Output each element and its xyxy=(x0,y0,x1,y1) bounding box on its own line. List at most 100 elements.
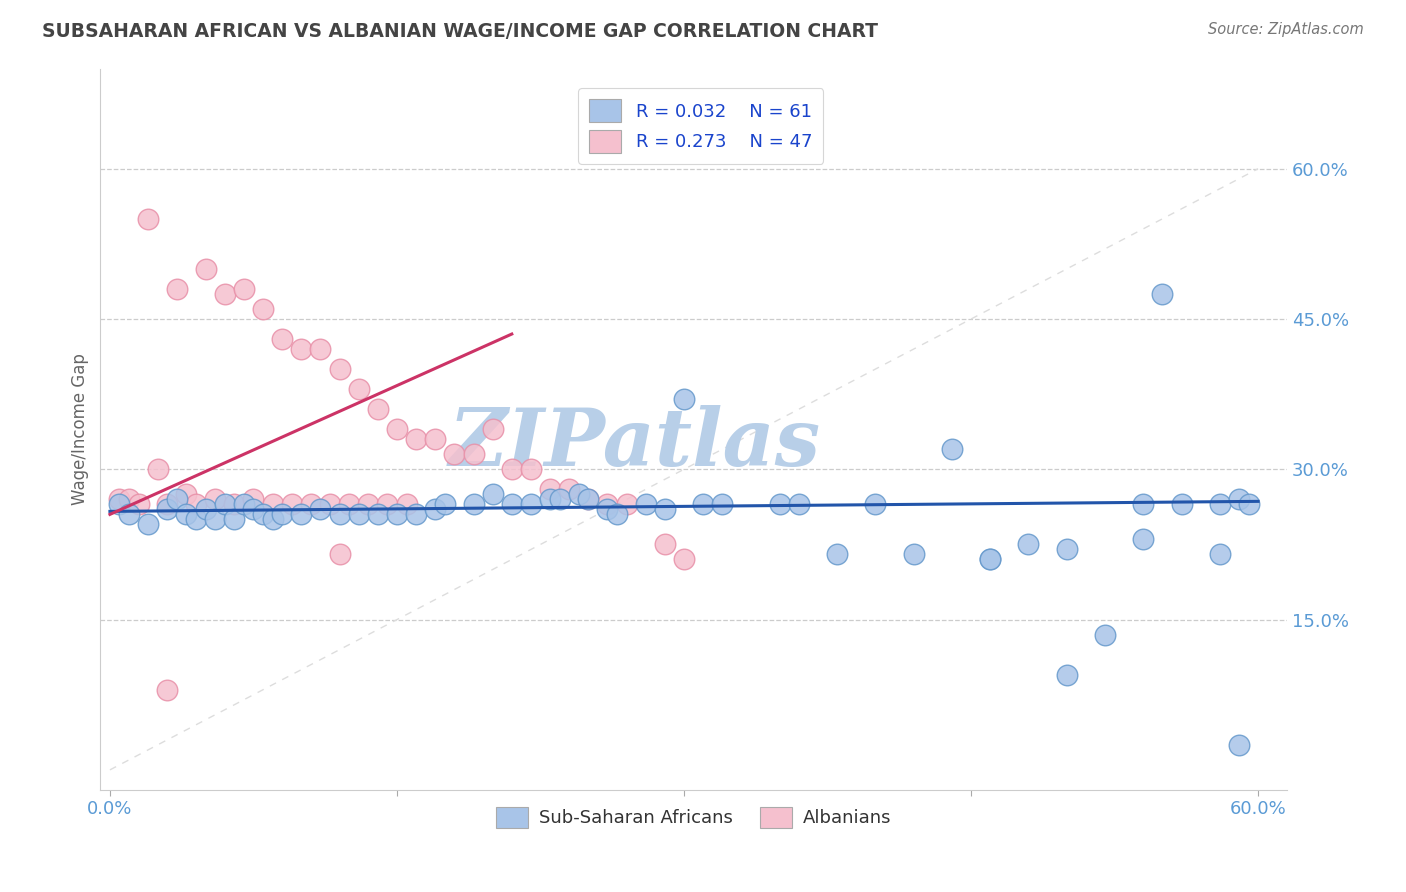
Point xyxy=(108,492,131,507)
Point xyxy=(204,512,226,526)
Point xyxy=(501,462,523,476)
Point xyxy=(128,497,150,511)
Point xyxy=(347,382,370,396)
Point xyxy=(232,497,254,511)
Point xyxy=(156,502,179,516)
Point xyxy=(405,432,427,446)
Point xyxy=(357,497,380,511)
Point xyxy=(118,492,141,507)
Point xyxy=(385,508,408,522)
Point xyxy=(979,552,1001,566)
Point xyxy=(156,497,179,511)
Point xyxy=(377,497,399,511)
Point xyxy=(232,282,254,296)
Point xyxy=(501,497,523,511)
Point xyxy=(596,502,619,516)
Point xyxy=(654,537,676,551)
Point xyxy=(538,492,561,507)
Point xyxy=(576,492,599,507)
Point xyxy=(825,548,848,562)
Point xyxy=(329,548,352,562)
Point xyxy=(242,492,264,507)
Point xyxy=(654,502,676,516)
Point xyxy=(204,492,226,507)
Point xyxy=(309,502,332,516)
Point xyxy=(290,342,312,356)
Point xyxy=(769,497,792,511)
Point xyxy=(941,442,963,457)
Point xyxy=(787,497,810,511)
Point xyxy=(337,497,360,511)
Point xyxy=(242,502,264,516)
Point xyxy=(673,552,696,566)
Point xyxy=(711,497,734,511)
Point xyxy=(1237,497,1260,511)
Point xyxy=(481,422,503,436)
Point xyxy=(252,508,274,522)
Point xyxy=(1056,542,1078,557)
Point xyxy=(184,512,207,526)
Point xyxy=(1132,497,1154,511)
Point xyxy=(280,497,302,511)
Point xyxy=(443,447,465,461)
Point xyxy=(463,497,485,511)
Point xyxy=(1209,497,1232,511)
Point xyxy=(558,483,581,497)
Point xyxy=(118,508,141,522)
Point xyxy=(538,483,561,497)
Point xyxy=(214,287,236,301)
Point xyxy=(194,502,217,516)
Point xyxy=(1170,497,1192,511)
Point xyxy=(1152,287,1174,301)
Point xyxy=(329,362,352,376)
Point xyxy=(262,512,284,526)
Point xyxy=(425,432,447,446)
Point xyxy=(136,211,159,226)
Point xyxy=(367,508,389,522)
Point xyxy=(224,512,246,526)
Point xyxy=(616,497,638,511)
Point xyxy=(214,497,236,511)
Point xyxy=(606,508,628,522)
Point xyxy=(156,682,179,697)
Point xyxy=(252,301,274,316)
Point xyxy=(596,497,619,511)
Point xyxy=(271,332,294,346)
Text: ZIPatlas: ZIPatlas xyxy=(449,405,820,483)
Point xyxy=(568,487,591,501)
Point xyxy=(136,517,159,532)
Point xyxy=(520,497,543,511)
Point xyxy=(224,497,246,511)
Point xyxy=(405,508,427,522)
Point xyxy=(1056,667,1078,681)
Point xyxy=(979,552,1001,566)
Point xyxy=(1227,738,1250,752)
Point xyxy=(1132,533,1154,547)
Point xyxy=(1227,492,1250,507)
Point xyxy=(271,508,294,522)
Point xyxy=(319,497,342,511)
Point xyxy=(520,462,543,476)
Point xyxy=(166,282,188,296)
Point xyxy=(395,497,418,511)
Point xyxy=(865,497,887,511)
Point xyxy=(673,392,696,406)
Point xyxy=(194,261,217,276)
Point xyxy=(367,402,389,417)
Point xyxy=(692,497,714,511)
Point xyxy=(262,497,284,511)
Point xyxy=(1094,627,1116,641)
Legend: Sub-Saharan Africans, Albanians: Sub-Saharan Africans, Albanians xyxy=(488,800,898,835)
Point xyxy=(425,502,447,516)
Y-axis label: Wage/Income Gap: Wage/Income Gap xyxy=(72,353,89,505)
Point xyxy=(903,548,925,562)
Point xyxy=(1209,548,1232,562)
Point xyxy=(184,497,207,511)
Point xyxy=(576,492,599,507)
Point xyxy=(290,508,312,522)
Text: Source: ZipAtlas.com: Source: ZipAtlas.com xyxy=(1208,22,1364,37)
Point xyxy=(309,342,332,356)
Point xyxy=(463,447,485,461)
Text: SUBSAHARAN AFRICAN VS ALBANIAN WAGE/INCOME GAP CORRELATION CHART: SUBSAHARAN AFRICAN VS ALBANIAN WAGE/INCO… xyxy=(42,22,879,41)
Point xyxy=(481,487,503,501)
